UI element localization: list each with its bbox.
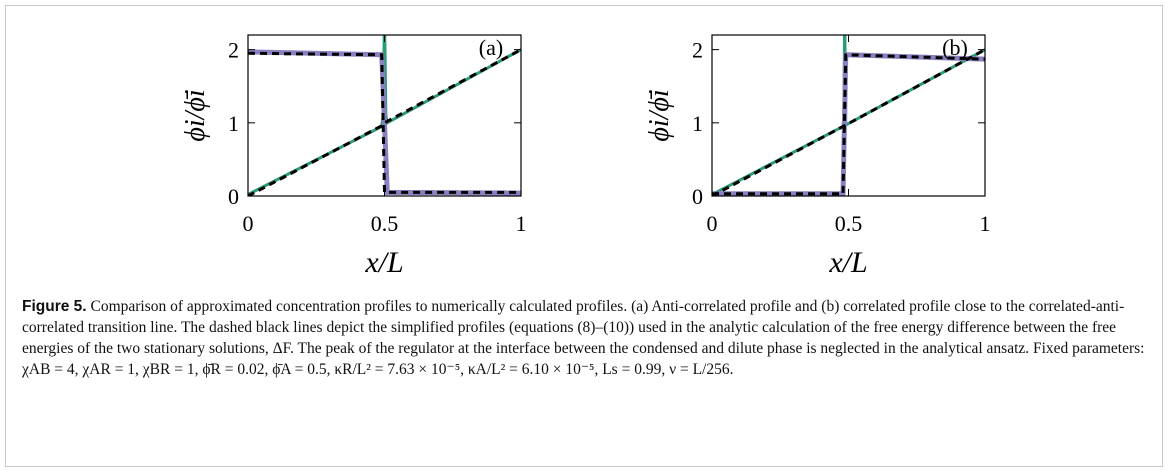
y-tick-label: 1 — [228, 111, 239, 136]
data-line — [712, 48, 985, 196]
x-tick-label: 0 — [707, 211, 718, 236]
y-tick-label: 0 — [228, 184, 239, 209]
data-line — [248, 48, 521, 196]
y-tick-label: 1 — [692, 111, 703, 136]
x-axis-label: x/L — [828, 246, 867, 279]
y-tick-label: 0 — [692, 184, 703, 209]
caption-text: Comparison of approximated concentration… — [22, 298, 1145, 378]
y-tick-label: 2 — [228, 38, 239, 63]
data-line — [248, 51, 521, 194]
x-axis-label: x/L — [364, 246, 403, 279]
x-tick-label: 0 — [243, 211, 254, 236]
figure-frame — [5, 5, 1163, 467]
caption: Figure 5. Comparison of approximated con… — [22, 296, 1146, 380]
panel-label: (a) — [479, 35, 503, 60]
x-tick-label: 1 — [516, 211, 527, 236]
figure: 0 0.5 1 0 1 2 x/L ϕi/ϕ̄i (a) 0 0.5 1 0 1 2 x/L ϕi/ϕ̄i (b) — [180, 34, 991, 279]
x-tick-label: 0.5 — [371, 211, 399, 236]
x-tick-label: 1 — [980, 211, 991, 236]
x-tick-label: 0.5 — [835, 211, 863, 236]
y-axis-label: ϕi/ϕ̄i — [180, 89, 211, 141]
y-axis-label: ϕi/ϕ̄i — [644, 89, 675, 141]
data-line — [712, 53, 985, 196]
caption-label: Figure 5. — [22, 298, 87, 315]
y-tick-label: 2 — [692, 38, 703, 63]
panel-label: (b) — [942, 35, 968, 60]
